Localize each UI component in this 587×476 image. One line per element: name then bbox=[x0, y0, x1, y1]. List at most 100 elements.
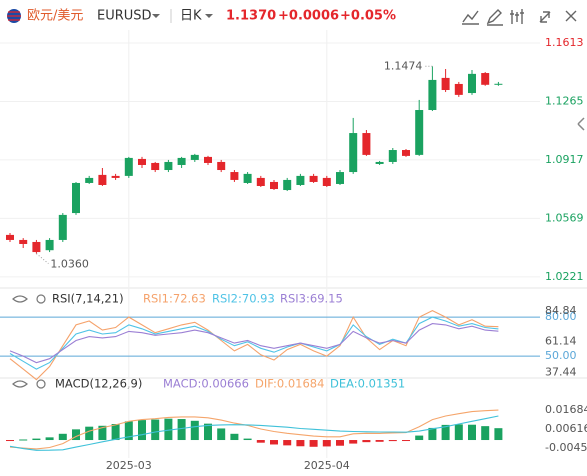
candle-body bbox=[190, 154, 199, 160]
candle-body bbox=[428, 79, 437, 111]
annotation-label: 1.0360 bbox=[50, 258, 89, 271]
candle-body bbox=[375, 161, 384, 164]
legend-entry: RSI1:72.63 bbox=[143, 292, 206, 306]
candle-body bbox=[402, 150, 410, 156]
gear-icon[interactable] bbox=[36, 379, 46, 389]
dropdown-arrow[interactable] bbox=[152, 14, 160, 18]
histogram-bar bbox=[402, 440, 410, 442]
macd-line bbox=[9, 409, 499, 450]
candle-body bbox=[204, 156, 212, 163]
rsi-line bbox=[9, 316, 499, 370]
histogram-bar bbox=[230, 433, 239, 441]
legend-entry: MACD:0.00666 bbox=[163, 377, 249, 391]
histogram-bar bbox=[85, 426, 94, 441]
last-price: 1.1370 bbox=[226, 9, 276, 24]
histogram-bar bbox=[32, 438, 41, 441]
scroll-arrow[interactable] bbox=[577, 117, 585, 131]
histogram-bar bbox=[164, 418, 173, 441]
y-tick-label: 84.84 bbox=[545, 304, 577, 317]
rsi-title: RSI(7,14,21) bbox=[52, 292, 124, 306]
histogram-bar bbox=[190, 420, 199, 441]
candle-body bbox=[415, 110, 424, 155]
macd-line bbox=[9, 415, 499, 451]
y-tick-label: 0.01684 bbox=[545, 403, 587, 416]
candle-body bbox=[362, 133, 371, 155]
histogram-bar bbox=[296, 440, 305, 447]
macd-title: MACD(12,26,9) bbox=[55, 377, 142, 391]
candle-body bbox=[296, 175, 305, 185]
histogram-bar bbox=[72, 429, 80, 441]
histogram-bar bbox=[138, 420, 146, 441]
annotation-label: 1.1474 bbox=[384, 59, 423, 72]
price-change: +0.0006 bbox=[278, 9, 339, 24]
legend-entry: DEA:0.01351 bbox=[330, 377, 405, 391]
candle-type-button[interactable] bbox=[510, 9, 524, 24]
histogram-bar bbox=[322, 440, 331, 447]
histogram-bar bbox=[415, 435, 424, 441]
y-tick-label: 1.0221 bbox=[545, 270, 584, 283]
candle-body bbox=[138, 158, 146, 165]
candle-body bbox=[45, 239, 54, 251]
candle-body bbox=[349, 133, 358, 173]
legend-entry: RSI2:70.93 bbox=[212, 292, 275, 306]
price-change-pct: +0.05% bbox=[340, 9, 396, 24]
candle-body bbox=[481, 73, 490, 85]
instrument-name[interactable]: 欧元/美元 bbox=[27, 9, 83, 24]
candle-body bbox=[256, 177, 265, 186]
candle-body bbox=[217, 161, 226, 171]
y-tick-label: 1.1613 bbox=[545, 36, 584, 49]
candle-body bbox=[243, 173, 252, 183]
candle-body bbox=[454, 83, 463, 95]
candle-body bbox=[32, 241, 41, 253]
y-tick-label: 80.00 bbox=[545, 310, 577, 323]
candle-body bbox=[336, 172, 344, 184]
histogram-bar bbox=[441, 424, 450, 441]
histogram-bar bbox=[19, 439, 28, 441]
fullscreen-button[interactable] bbox=[539, 11, 551, 23]
candle-body bbox=[111, 175, 120, 178]
instrument-symbol[interactable]: EURUSD bbox=[97, 9, 152, 24]
candle-body bbox=[124, 157, 133, 176]
dropdown-arrow[interactable] bbox=[205, 14, 213, 18]
histogram-bar bbox=[494, 428, 503, 441]
y-tick-label: 0.00616 bbox=[545, 422, 587, 435]
histogram-bar bbox=[243, 438, 252, 441]
histogram-bar bbox=[45, 437, 54, 441]
period[interactable]: 日K bbox=[180, 9, 202, 24]
draw-button[interactable] bbox=[486, 9, 503, 26]
y-tick-label: 37.44 bbox=[545, 365, 577, 378]
candle-body bbox=[72, 182, 80, 214]
eye-icon[interactable] bbox=[12, 295, 28, 303]
candle-body bbox=[388, 150, 397, 162]
candle-body bbox=[494, 83, 503, 85]
candle-body bbox=[98, 174, 107, 185]
close-button[interactable] bbox=[565, 10, 577, 22]
histogram-bar bbox=[375, 440, 384, 442]
histogram-bar bbox=[270, 440, 278, 445]
rsi-line bbox=[9, 309, 499, 381]
candle-body bbox=[19, 239, 28, 244]
y-tick-label: -0.00451 bbox=[545, 441, 587, 454]
histogram-bar bbox=[283, 440, 292, 446]
legend-entry: DIF:0.01684 bbox=[255, 377, 324, 391]
histogram-bar bbox=[256, 440, 265, 443]
legend-entry: RSI3:69.15 bbox=[280, 292, 343, 306]
eye-icon[interactable] bbox=[12, 380, 28, 388]
histogram-bar bbox=[204, 423, 212, 441]
candle-body bbox=[322, 177, 331, 186]
header: 欧元/美元 EURUSD 日K 1.1370 +0.0006 +0.05% bbox=[7, 9, 577, 26]
candle-body bbox=[441, 77, 450, 91]
rsi-line bbox=[9, 323, 499, 364]
histogram-bar bbox=[336, 440, 344, 446]
histogram-bar bbox=[124, 421, 133, 441]
histogram-bar bbox=[217, 428, 226, 441]
histogram-bar bbox=[362, 440, 371, 443]
histogram-bar bbox=[454, 424, 463, 441]
gear-icon[interactable] bbox=[36, 294, 46, 304]
histogram-bar bbox=[6, 440, 14, 442]
histogram-bar bbox=[481, 426, 490, 441]
y-tick-label: 50.00 bbox=[545, 349, 577, 362]
indicator-button[interactable] bbox=[462, 10, 479, 25]
candle-body bbox=[151, 162, 160, 171]
